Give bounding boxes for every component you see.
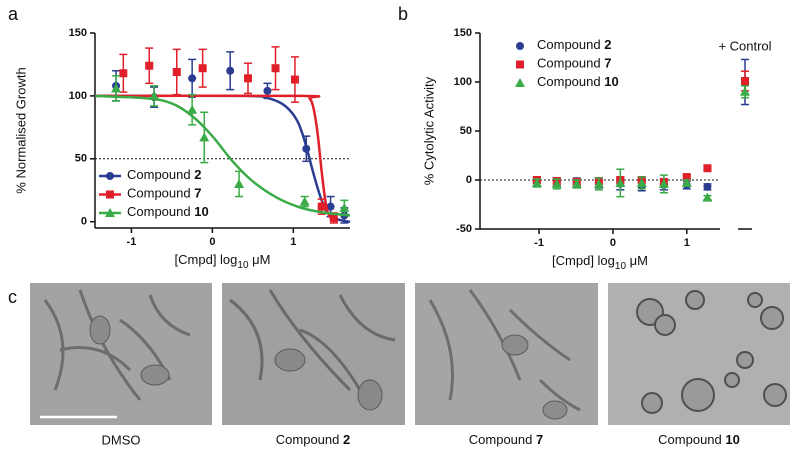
x-tick-label: 0 [610, 237, 616, 249]
x-tick-label: 1 [684, 237, 690, 249]
marker [299, 196, 310, 206]
y-tick-label: 50 [75, 153, 87, 165]
x-axis-title: [Cmpd] log10 μM [175, 252, 271, 270]
marker [263, 86, 272, 95]
cell-outline [428, 289, 581, 412]
legend-label: Compound 10 [537, 74, 619, 89]
image-dmso [30, 283, 212, 425]
cell [357, 379, 383, 411]
marker [531, 177, 542, 187]
marker [339, 202, 350, 212]
legend-marker [516, 60, 524, 69]
y-tick-label: 100 [454, 76, 472, 88]
cell-outline [43, 289, 191, 401]
marker [119, 69, 128, 78]
y-tick-label: 0 [81, 216, 87, 228]
cell-outline [229, 289, 396, 392]
marker [172, 68, 181, 76]
cell [542, 400, 568, 420]
marker [681, 177, 692, 187]
micrographs [30, 283, 790, 425]
fit-curve [94, 94, 339, 223]
marker [198, 64, 207, 73]
marker [188, 74, 197, 83]
marker [703, 182, 712, 191]
y-tick-label: 0 [466, 174, 472, 186]
marker [145, 61, 154, 70]
marker [226, 66, 235, 75]
panel-label: a [8, 4, 19, 24]
marker [636, 177, 647, 187]
marker [271, 64, 280, 73]
marker [551, 178, 562, 188]
marker [658, 178, 669, 188]
y-axis-title: % Cytolytic Activity [421, 76, 436, 185]
marker [571, 178, 582, 188]
y-tick-label: 100 [69, 90, 87, 102]
marker [615, 177, 626, 187]
legend-marker [515, 78, 525, 87]
legend-marker [106, 172, 114, 180]
marker [593, 178, 604, 188]
marker [317, 202, 326, 211]
x-tick-label: -1 [534, 237, 544, 249]
marker [326, 202, 335, 211]
panel-label: c [8, 287, 17, 307]
marker [234, 178, 245, 188]
caption: Compound 7 [469, 432, 543, 447]
marker [187, 104, 198, 114]
panel-label: b [398, 4, 408, 24]
marker [702, 192, 713, 202]
x-tick-label: -1 [127, 236, 137, 248]
marker [329, 213, 338, 222]
marker [111, 83, 122, 93]
cell [89, 315, 111, 345]
legend-label: Compound 10 [127, 204, 209, 219]
cell [274, 348, 306, 372]
round-cells [636, 290, 787, 414]
caption: Compound 2 [276, 432, 350, 447]
marker [703, 164, 712, 173]
control-label: + Control [718, 38, 771, 53]
x-axis-title: [Cmpd] log10 μM [552, 253, 648, 271]
legend-marker [106, 190, 114, 199]
marker [682, 173, 691, 182]
marker [741, 77, 749, 86]
caption: DMSO [102, 432, 141, 447]
y-tick-label: 150 [454, 27, 472, 39]
y-tick-label: -50 [456, 223, 472, 235]
marker [290, 75, 299, 84]
marker [302, 144, 311, 153]
legend-label: Compound 7 [127, 186, 201, 201]
legend-label: Compound 2 [127, 167, 201, 182]
marker [740, 86, 750, 96]
legend-marker [105, 208, 115, 217]
marker [199, 132, 210, 142]
caption: Compound 10 [658, 432, 740, 447]
x-tick-label: 0 [209, 236, 215, 248]
fit-curve [94, 94, 351, 217]
marker [244, 74, 252, 83]
legend-label: Compound 2 [537, 37, 611, 52]
y-tick-label: 50 [460, 125, 472, 137]
x-tick-label: 1 [290, 236, 296, 248]
legend-marker [516, 42, 524, 50]
y-axis-title: % Normalised Growth [13, 67, 28, 193]
cell [140, 364, 170, 386]
legend-label: Compound 7 [537, 56, 611, 71]
y-tick-label: 150 [69, 27, 87, 39]
marker [149, 90, 160, 100]
cell [501, 334, 529, 356]
